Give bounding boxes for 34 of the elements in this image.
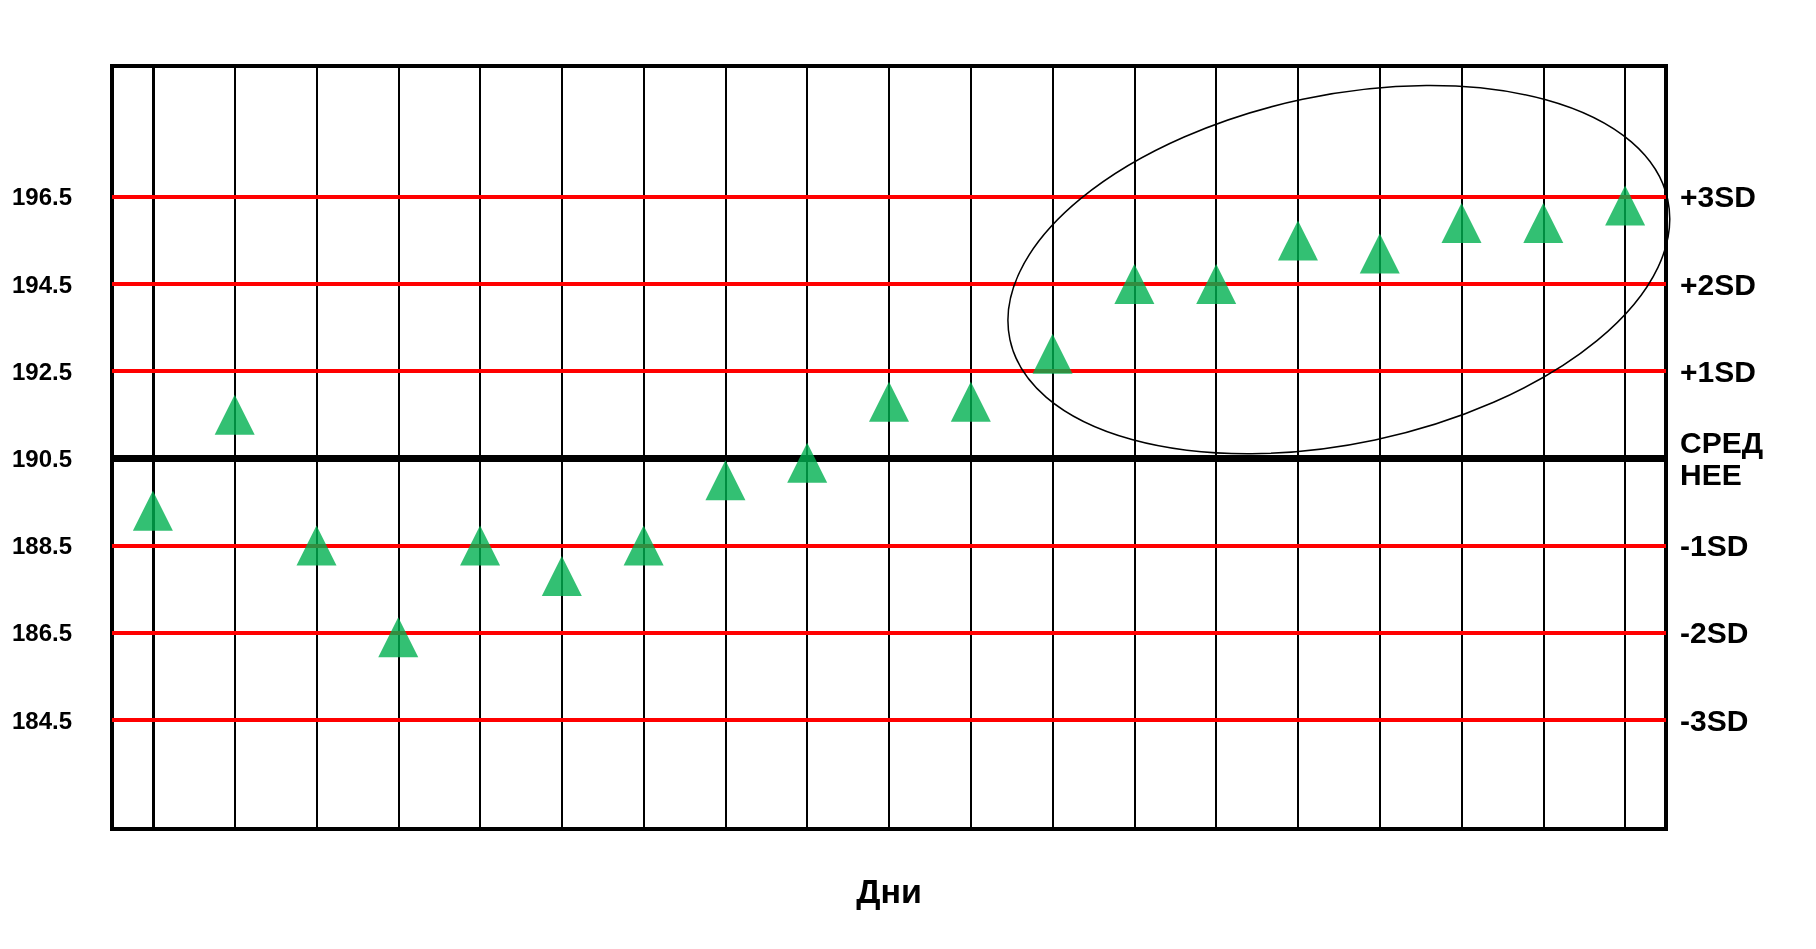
ref-line-label: -1SD: [1680, 529, 1749, 563]
y-tick-label: 194.5: [11, 270, 72, 298]
y-tick-label: 188.5: [11, 532, 72, 560]
point: [623, 525, 664, 566]
point: [705, 460, 746, 501]
point: [1605, 185, 1646, 226]
y-tick-label: 184.5: [11, 706, 72, 734]
point: [1114, 264, 1155, 304]
point: [950, 381, 991, 422]
point: [1523, 202, 1564, 243]
point: [1441, 202, 1482, 243]
point: [296, 525, 337, 566]
point: [787, 442, 828, 483]
ref-line-label: +2SD: [1680, 267, 1756, 301]
point: [214, 394, 255, 435]
point: [460, 525, 501, 566]
ref-line-label: -3SD: [1680, 703, 1749, 737]
point: [132, 490, 173, 531]
point: [1032, 333, 1073, 374]
ref-line-label: +1SD: [1680, 354, 1756, 388]
point: [541, 556, 582, 597]
point: [869, 381, 909, 422]
y-tick-label: 192.5: [11, 357, 72, 385]
ref-line-label: -2SD: [1680, 616, 1749, 650]
point: [1359, 233, 1400, 274]
y-tick-label: 186.5: [11, 619, 72, 647]
ref-line-label: СРЕДНЕЕ: [1680, 425, 1764, 491]
point: [1196, 264, 1237, 304]
y-tick-label: 190.5: [11, 444, 72, 472]
x-axis-title: Дни: [856, 872, 922, 910]
point: [378, 617, 419, 658]
ref-line-label: +3SD: [1680, 180, 1756, 214]
point: [1277, 220, 1318, 261]
y-tick-label: 196.5: [11, 183, 72, 211]
